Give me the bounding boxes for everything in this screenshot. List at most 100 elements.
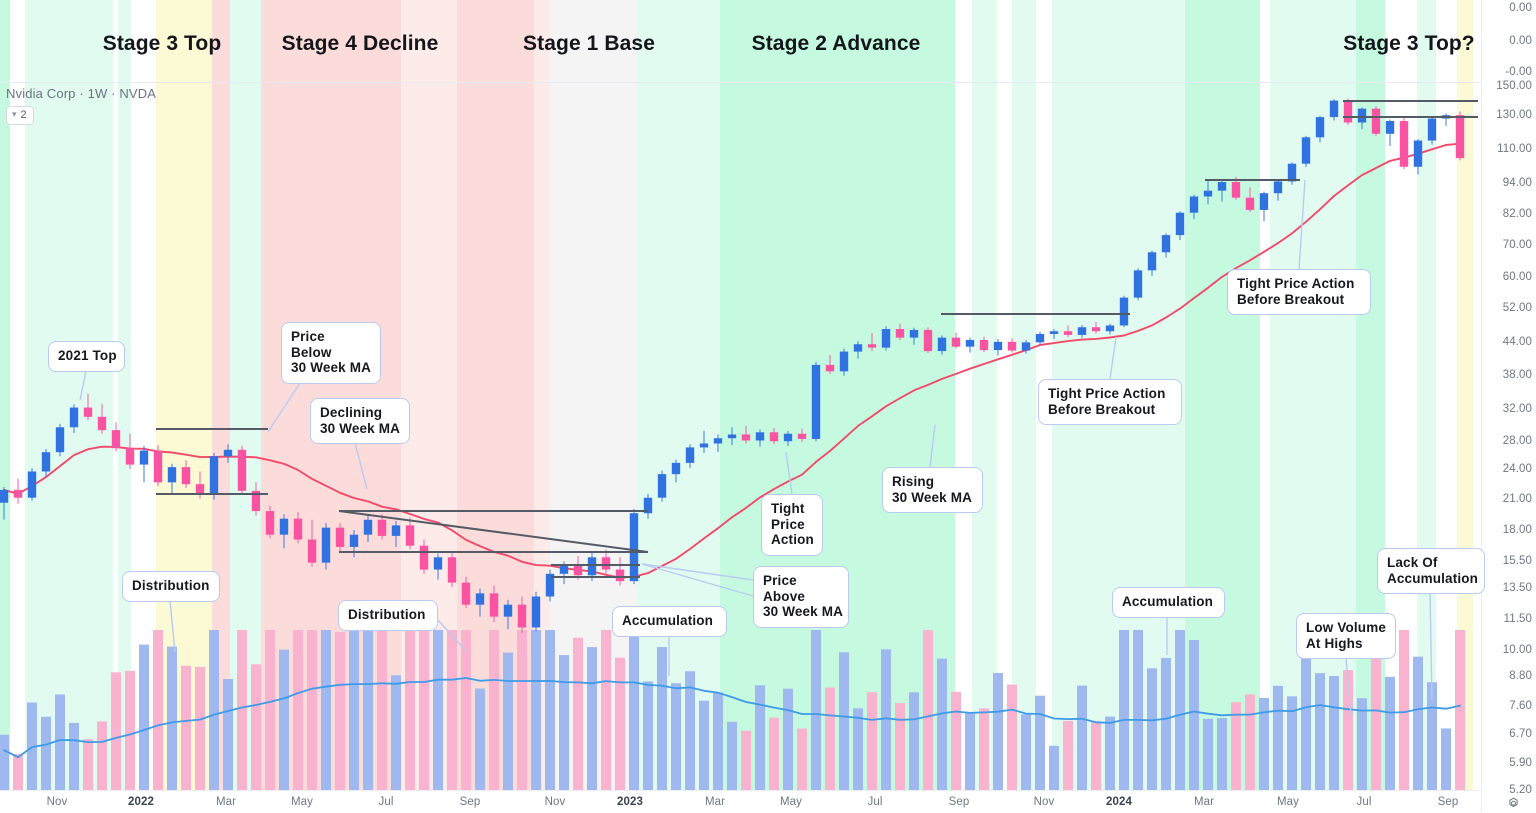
annotation-callout[interactable]: Low Volume At Highs xyxy=(1296,613,1396,659)
annotation-callout[interactable]: Tight Price Action xyxy=(761,494,823,556)
candle-body xyxy=(1217,182,1227,191)
volume-bar xyxy=(181,665,191,790)
candle-body xyxy=(601,557,611,570)
annotation-callout[interactable]: Distribution xyxy=(338,600,438,631)
volume-bar xyxy=(1259,697,1269,790)
candle-body xyxy=(573,565,583,576)
candle-body xyxy=(1063,331,1073,335)
candle-body xyxy=(195,484,205,495)
candle-body xyxy=(237,449,247,491)
volume-bar xyxy=(97,721,107,790)
volume-bar xyxy=(1091,721,1101,790)
candle-body xyxy=(433,557,443,570)
time-axis-tick: 2022 xyxy=(128,796,154,808)
candle-body xyxy=(97,416,107,431)
volume-bar xyxy=(685,671,695,790)
price-axis[interactable]: 0.00 0.00 -0.00 150.00 130.00 110.00 94.00 82.0… xyxy=(1481,0,1536,812)
stage-band xyxy=(1270,0,1356,812)
volume-bar xyxy=(111,672,121,790)
candle-body xyxy=(629,513,639,582)
stage-band xyxy=(118,0,131,812)
volume-bar xyxy=(391,675,401,790)
candle-body xyxy=(1301,137,1311,164)
annotation-callout[interactable]: Accumulation xyxy=(612,606,727,637)
annotation-callout[interactable]: 2021 Top xyxy=(48,341,125,372)
annotation-callout[interactable]: Tight Price Action Before Breakout xyxy=(1227,269,1371,315)
volume-bar xyxy=(811,630,821,790)
annotation-callout[interactable]: Tight Price Action Before Breakout xyxy=(1038,379,1182,425)
price-axis-tick: 10.00 xyxy=(1502,644,1532,656)
price-axis-tick: 8.80 xyxy=(1509,670,1532,682)
time-axis-tick: Sep xyxy=(459,796,481,808)
annotation-callout[interactable]: Declining 30 Week MA xyxy=(310,398,410,444)
candle-body xyxy=(1273,181,1283,194)
time-axis-tick: 2024 xyxy=(1106,796,1132,808)
annotation-callout[interactable]: Lack Of Accumulation xyxy=(1377,548,1485,594)
price-axis-tick: 94.00 xyxy=(1502,177,1532,189)
candle-body xyxy=(1371,108,1381,134)
chart-plot-area[interactable] xyxy=(0,82,1481,790)
settings-gear-icon[interactable] xyxy=(1505,793,1522,810)
volume-bar xyxy=(587,647,597,790)
volume-bar xyxy=(223,678,233,790)
time-axis-tick: Nov xyxy=(1033,796,1055,808)
volume-bar xyxy=(713,692,723,790)
annotation-callout[interactable]: Price Above 30 Week MA xyxy=(753,566,849,628)
consolidation-lines xyxy=(156,100,1478,578)
candle-body xyxy=(461,582,471,605)
candle-body xyxy=(1231,182,1241,198)
volume-bar xyxy=(125,670,135,790)
annotation-callout[interactable]: Distribution xyxy=(122,571,220,602)
volume-bar xyxy=(1077,685,1087,790)
candle-body xyxy=(853,344,863,352)
candle-body xyxy=(699,443,709,448)
volume-bar xyxy=(1203,718,1213,790)
descending-trendline xyxy=(338,510,649,553)
candle-body xyxy=(965,339,975,347)
volume-bar xyxy=(489,630,499,790)
stage-band xyxy=(972,0,997,812)
candle-body xyxy=(1203,190,1213,197)
time-axis[interactable]: Nov 2022 Mar May Jul Sep Nov 2023 Mar May Jul Sep No… xyxy=(0,790,1481,813)
price-axis-tick: 150.00 xyxy=(1496,80,1532,92)
chart-legend: Nvidia Corp · 1W · NVDA ▾ 2 xyxy=(6,86,156,125)
volume-bar xyxy=(363,630,373,790)
volume-bar xyxy=(867,692,877,790)
annotation-callout[interactable]: Price Below 30 Week MA xyxy=(281,322,381,384)
candle-body xyxy=(769,432,779,442)
candle-body xyxy=(1147,252,1157,271)
candle-body xyxy=(615,569,625,582)
price-axis-tick: 82.00 xyxy=(1502,208,1532,220)
candle-body xyxy=(657,474,667,498)
legend-count-badge[interactable]: ▾ 2 xyxy=(6,106,34,125)
volume-bar xyxy=(895,703,905,790)
candle-body xyxy=(223,449,233,457)
stage-band xyxy=(1457,0,1473,812)
annotation-callout[interactable]: Accumulation xyxy=(1112,587,1225,618)
volume-bar xyxy=(531,630,541,790)
candle-body xyxy=(27,471,37,498)
candle-body xyxy=(1385,121,1395,134)
volume-bar xyxy=(293,630,303,790)
time-axis-tick: May xyxy=(290,796,314,808)
volume-bar xyxy=(657,647,667,790)
candle-body xyxy=(293,518,303,540)
price-axis-tick: 110.00 xyxy=(1497,143,1532,155)
candle-body xyxy=(531,596,541,628)
volume-bar xyxy=(1301,637,1311,790)
candle-body xyxy=(979,339,989,351)
legend-badge-label: 2 xyxy=(20,109,27,121)
candle-body xyxy=(1189,196,1199,213)
candle-body xyxy=(321,527,331,563)
volume-bar xyxy=(13,754,23,790)
annotation-callout[interactable]: Rising 30 Week MA xyxy=(882,467,983,513)
candle-body xyxy=(167,467,177,483)
volume-bar xyxy=(615,657,625,790)
candle-body xyxy=(797,433,807,439)
volume-bar xyxy=(377,630,387,790)
volume-bar xyxy=(279,649,289,790)
volume-bar xyxy=(979,708,989,790)
candle-body xyxy=(909,329,919,338)
candle-body xyxy=(111,430,121,449)
volume-bar xyxy=(1357,698,1367,790)
